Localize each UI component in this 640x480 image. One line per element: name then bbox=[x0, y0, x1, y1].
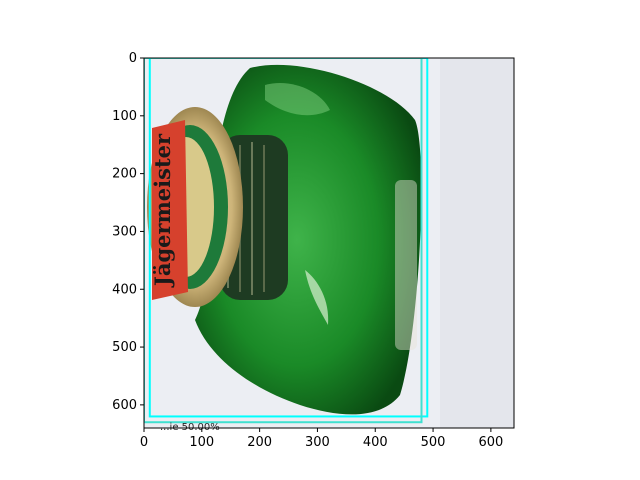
x-tick-label: 400 bbox=[363, 435, 388, 450]
photo: Jägermeister bbox=[144, 58, 514, 428]
y-tick-label: 300 bbox=[112, 224, 137, 239]
bottle-side-label bbox=[395, 180, 417, 350]
detection-box bbox=[144, 58, 423, 424]
x-axis: 0 100 200 300 400 500 600 bbox=[140, 428, 503, 450]
y-axis: 0 100 200 300 400 500 600 bbox=[112, 51, 144, 413]
detection-box bbox=[148, 58, 429, 418]
y-tick-label: 600 bbox=[112, 398, 137, 413]
detection-boxes bbox=[144, 58, 429, 424]
x-tick-label: 600 bbox=[478, 435, 503, 450]
y-tick-label: 400 bbox=[112, 282, 137, 297]
x-tick-label: 300 bbox=[305, 435, 330, 450]
cap-brand-text: Jägermeister bbox=[150, 133, 175, 288]
bottle-cap: Jägermeister bbox=[147, 107, 243, 307]
x-tick-label: 100 bbox=[189, 435, 214, 450]
x-tick-label: 0 bbox=[140, 435, 148, 450]
y-tick-label: 200 bbox=[112, 167, 137, 182]
y-tick-label: 0 bbox=[129, 51, 137, 66]
y-tick-label: 500 bbox=[112, 340, 137, 355]
bottle-reflection bbox=[305, 270, 329, 325]
bottle-highlight bbox=[265, 82, 330, 116]
x-tick-label: 500 bbox=[421, 435, 446, 450]
photo-background-shade bbox=[440, 58, 514, 428]
cap-label-red bbox=[152, 120, 188, 300]
x-tick-label: 200 bbox=[247, 435, 272, 450]
axes-frame bbox=[143, 57, 515, 429]
y-tick-label: 100 bbox=[112, 109, 137, 124]
